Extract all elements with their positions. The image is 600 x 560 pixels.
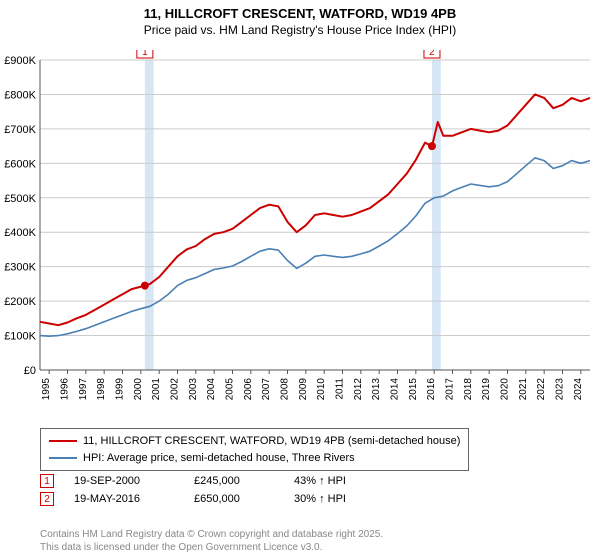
svg-text:2001: 2001 — [151, 378, 162, 401]
svg-text:2007: 2007 — [261, 378, 272, 401]
legend-swatch-hpi — [49, 457, 77, 459]
svg-text:2012: 2012 — [353, 378, 364, 401]
svg-text:2022: 2022 — [536, 378, 547, 401]
svg-text:1: 1 — [142, 50, 148, 58]
svg-text:2010: 2010 — [316, 378, 327, 401]
svg-text:£0: £0 — [24, 365, 36, 377]
sale-row-1: 1 19-SEP-2000 £245,000 43% ↑ HPI — [40, 474, 384, 488]
svg-text:2: 2 — [429, 50, 435, 58]
sale-price-2: £650,000 — [194, 493, 274, 505]
svg-text:£300K: £300K — [4, 262, 36, 274]
attribution-line2: This data is licensed under the Open Gov… — [40, 542, 383, 555]
svg-text:2023: 2023 — [555, 378, 566, 401]
svg-text:2005: 2005 — [225, 378, 236, 401]
svg-text:1999: 1999 — [115, 378, 126, 401]
svg-text:2000: 2000 — [133, 378, 144, 401]
chart-container: 11, HILLCROFT CRESCENT, WATFORD, WD19 4P… — [0, 0, 600, 560]
attribution: Contains HM Land Registry data © Crown c… — [40, 529, 383, 554]
sale-badge-1: 1 — [40, 474, 54, 488]
chart-title-line1: 11, HILLCROFT CRESCENT, WATFORD, WD19 4P… — [0, 0, 600, 23]
svg-text:£200K: £200K — [4, 296, 36, 308]
legend-swatch-property — [49, 440, 77, 442]
sale-pct-2: 30% ↑ HPI — [294, 493, 384, 505]
line-chart-svg: £0 £100K £200K £300K £400K £500K £600K £700K £80… — [0, 50, 600, 420]
svg-text:£600K: £600K — [4, 158, 36, 170]
svg-text:2019: 2019 — [481, 378, 492, 401]
legend-label-hpi: HPI: Average price, semi-detached house,… — [83, 450, 355, 467]
svg-text:2020: 2020 — [500, 378, 511, 401]
sale-pct-1: 43% ↑ HPI — [294, 475, 384, 487]
legend-row-hpi: HPI: Average price, semi-detached house,… — [49, 450, 460, 467]
svg-text:2004: 2004 — [206, 378, 217, 401]
svg-text:£800K: £800K — [4, 89, 36, 101]
legend-label-property: 11, HILLCROFT CRESCENT, WATFORD, WD19 4P… — [83, 433, 460, 450]
svg-text:1998: 1998 — [96, 378, 107, 401]
svg-text:1996: 1996 — [60, 378, 71, 401]
svg-text:2015: 2015 — [408, 378, 419, 401]
svg-text:2011: 2011 — [335, 378, 346, 400]
svg-text:1997: 1997 — [78, 378, 89, 401]
svg-text:2017: 2017 — [445, 378, 456, 401]
legend-box: 11, HILLCROFT CRESCENT, WATFORD, WD19 4P… — [40, 428, 469, 471]
svg-text:2024: 2024 — [573, 378, 584, 401]
svg-text:£500K: £500K — [4, 193, 36, 205]
sale-row-2: 2 19-MAY-2016 £650,000 30% ↑ HPI — [40, 492, 384, 506]
svg-text:2014: 2014 — [390, 378, 401, 401]
sale-price-1: £245,000 — [194, 475, 274, 487]
chart-plot-area: £0 £100K £200K £300K £400K £500K £600K £700K £80… — [0, 50, 600, 420]
svg-text:1995: 1995 — [41, 378, 52, 401]
svg-text:£100K: £100K — [4, 331, 36, 343]
svg-text:2018: 2018 — [463, 378, 474, 401]
legend-row-property: 11, HILLCROFT CRESCENT, WATFORD, WD19 4P… — [49, 433, 460, 450]
svg-text:2003: 2003 — [188, 378, 199, 401]
svg-text:2008: 2008 — [280, 378, 291, 401]
svg-text:2013: 2013 — [371, 378, 382, 401]
sales-table: 1 19-SEP-2000 £245,000 43% ↑ HPI 2 19-MA… — [40, 474, 384, 510]
sale-badge-2: 2 — [40, 492, 54, 506]
svg-text:£700K: £700K — [4, 124, 36, 136]
svg-text:£400K: £400K — [4, 227, 36, 239]
svg-text:2006: 2006 — [243, 378, 254, 401]
attribution-line1: Contains HM Land Registry data © Crown c… — [40, 529, 383, 542]
svg-text:2009: 2009 — [298, 378, 309, 401]
sale-date-2: 19-MAY-2016 — [74, 493, 174, 505]
sale-date-1: 19-SEP-2000 — [74, 475, 174, 487]
svg-text:£900K: £900K — [4, 55, 36, 67]
svg-text:2016: 2016 — [426, 378, 437, 401]
svg-text:2021: 2021 — [518, 378, 529, 401]
svg-text:2002: 2002 — [170, 378, 181, 401]
chart-title-line2: Price paid vs. HM Land Registry's House … — [0, 23, 600, 41]
